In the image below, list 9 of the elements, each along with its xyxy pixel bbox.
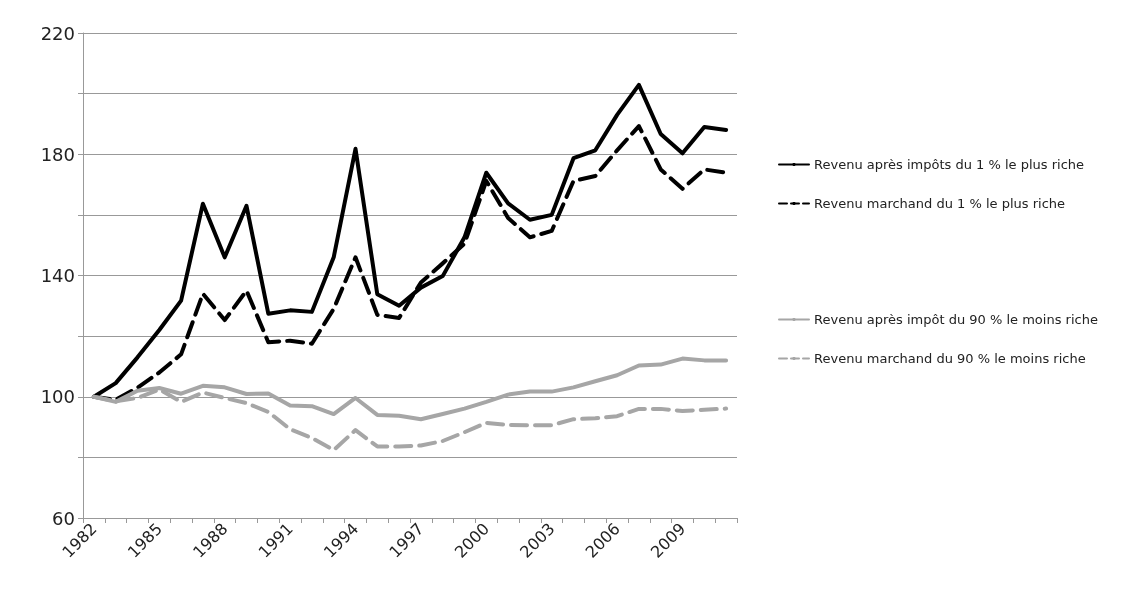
- y-tick-label: 140: [40, 265, 75, 286]
- legend-label: Revenu marchand du 90 % le moins riche: [814, 351, 1086, 366]
- legend-label: Revenu après impôts du 1 % le plus riche: [814, 157, 1085, 172]
- legend-label: Revenu marchand du 1 % le plus riche: [814, 196, 1066, 211]
- y-tick-label: 100: [40, 386, 75, 408]
- y-tick-label: 180: [40, 143, 75, 165]
- y-tick-label: 220: [40, 22, 75, 44]
- legend-label: Revenu après impôt du 90 % le moins riche: [814, 312, 1098, 327]
- y-tick-label: 60: [52, 507, 75, 529]
